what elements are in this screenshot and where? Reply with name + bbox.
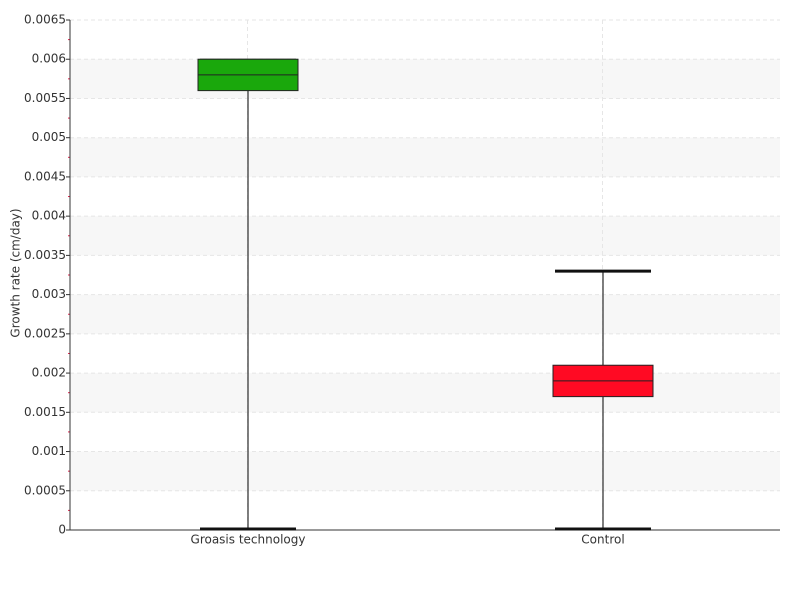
grid-band [70, 294, 780, 334]
y-tick-label: 0.0035 [24, 248, 66, 262]
y-tick-label: 0.0015 [24, 405, 66, 419]
grid-band [70, 137, 780, 177]
y-tick-label: 0.006 [32, 52, 66, 66]
y-tick-label: 0.003 [32, 287, 66, 301]
y-tick-label: 0.005 [32, 130, 66, 144]
y-tick-label: 0.004 [32, 209, 66, 223]
grid-band [70, 59, 780, 99]
y-tick-label: 0.0025 [24, 326, 66, 340]
y-tick-label: 0.0055 [24, 91, 66, 105]
grid-band [70, 373, 780, 413]
grid-band [70, 451, 780, 491]
grid-band [70, 216, 780, 256]
y-tick-label: 0.0005 [24, 483, 66, 497]
y-tick-label: 0.0065 [24, 13, 66, 27]
y-axis-label: Growth rate (cm/day) [9, 208, 23, 337]
y-tick-label: 0 [58, 523, 66, 537]
y-tick-label: 0.002 [32, 366, 66, 380]
y-tick-label: 0.001 [32, 444, 66, 458]
x-tick-label: Control [581, 533, 624, 547]
x-tick-label: Groasis technology [191, 533, 306, 547]
y-tick-label: 0.0045 [24, 169, 66, 183]
